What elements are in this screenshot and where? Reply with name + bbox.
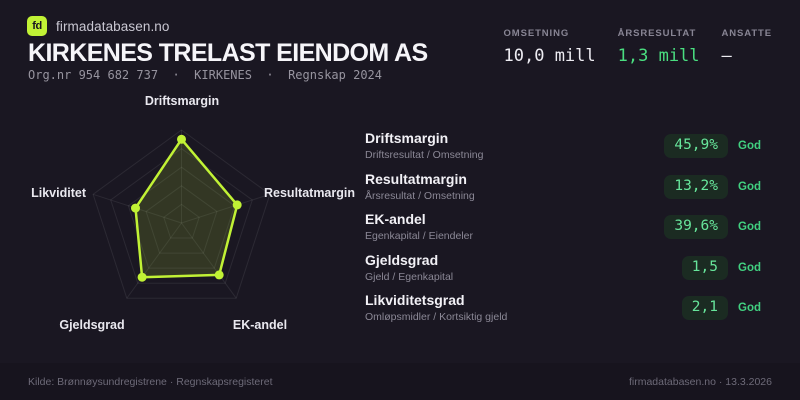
radar-data-point	[214, 270, 224, 280]
metrics-panel: Driftsmargin Driftsresultat / Omsetning …	[365, 126, 772, 329]
logo-text: fd	[32, 20, 42, 32]
metric-rating: God	[738, 302, 761, 315]
stat-label: ANSATTE	[721, 28, 772, 39]
metric-row-ek-andel: EK-andel Egenkapital / Eiendeler 39,6% G…	[365, 207, 772, 248]
radar-axis-spoke	[181, 222, 237, 299]
metric-formula: Egenkapital / Eiendeler	[365, 230, 473, 243]
metric-value-pill: 13,2%	[664, 174, 728, 199]
metric-valuation: 13,2% God	[664, 174, 772, 199]
brand-name: firmadatabasen.no	[56, 18, 170, 34]
stat-value: 10,0 mill	[503, 46, 596, 66]
key-stats: OMSETNING 10,0 mill ÅRSRESULTAT 1,3 mill…	[504, 28, 772, 66]
metric-formula: Årsresultat / Omsetning	[365, 189, 475, 202]
footer: Kilde: Brønnøysundregistrene · Regnskaps…	[0, 363, 800, 400]
metric-text: Likviditetsgrad Omløpsmidler / Kortsikti…	[365, 292, 508, 324]
company-title: KIRKENES TRELAST EIENDOM AS	[28, 39, 428, 67]
stat-value: 1,3 mill	[617, 46, 700, 66]
metric-rating: God	[738, 221, 761, 234]
radar-label-resultatmargin: Resultatmargin	[264, 186, 355, 200]
metric-name: Resultatmargin	[365, 170, 467, 187]
metric-rating: God	[738, 261, 761, 274]
metric-name: Driftsmargin	[365, 130, 449, 147]
firmadatabasen-logo-icon: fd	[27, 16, 47, 36]
radar-data-point	[232, 200, 242, 210]
metric-text: EK-andel Egenkapital / Eiendeler	[365, 211, 473, 243]
metric-row-gjeldsgrad: Gjeldsgrad Gjeld / Egenkapital 1,5 God	[365, 248, 772, 289]
metric-text: Resultatmargin Årsresultat / Omsetning	[365, 170, 475, 202]
radar-data-point	[177, 134, 186, 144]
metric-formula: Driftsresultat / Omsetning	[365, 149, 484, 162]
metric-value-pill: 2,1	[681, 296, 728, 321]
metric-text: Gjeldsgrad Gjeld / Egenkapital	[365, 251, 454, 283]
metric-name: Likviditetsgrad	[365, 292, 465, 309]
metric-valuation: 1,5 God	[681, 255, 772, 280]
radar-label-gjeldsgrad: Gjeldsgrad	[59, 318, 125, 332]
radar-grid-ring	[163, 203, 200, 239]
stat-omsetning: OMSETNING 10,0 mill	[504, 28, 596, 66]
brand-row: fd firmadatabasen.no	[27, 16, 170, 36]
metric-row-resultatmargin: Resultatmargin Årsresultat / Omsetning 1…	[365, 167, 772, 208]
metric-rating: God	[738, 140, 761, 153]
metric-row-likviditetsgrad: Likviditetsgrad Omløpsmidler / Kortsikti…	[365, 288, 772, 329]
company-meta: Org.nr 954 682 737 · KIRKENES · Regnskap…	[28, 68, 383, 82]
metric-value-pill: 45,9%	[664, 134, 728, 159]
metric-text: Driftsmargin Driftsresultat / Omsetning	[365, 130, 484, 162]
metric-name: EK-andel	[365, 211, 426, 228]
radar-chart	[92, 129, 271, 299]
stat-arsresultat: ÅRSRESULTAT 1,3 mill	[618, 28, 700, 66]
radar-label-ek-andel: EK-andel	[232, 318, 288, 332]
metric-valuation: 2,1 God	[681, 296, 772, 321]
stat-label: ÅRSRESULTAT	[617, 28, 697, 39]
metric-row-driftsmargin: Driftsmargin Driftsresultat / Omsetning …	[365, 126, 772, 167]
radar-grid-ring	[145, 185, 218, 254]
metric-formula: Gjeld / Egenkapital	[365, 270, 454, 283]
metric-rating: God	[738, 180, 761, 193]
metric-valuation: 39,6% God	[664, 215, 772, 240]
radar-grid-ring	[92, 129, 271, 299]
stat-ansatte: ANSATTE –	[722, 28, 772, 66]
stat-label: OMSETNING	[503, 28, 570, 39]
radar-grid-ring	[110, 147, 253, 284]
metric-value-pill: 39,6%	[664, 215, 728, 240]
footer-source: Kilde: Brønnøysundregistrene · Regnskaps…	[28, 375, 273, 388]
radar-label-driftsmargin: Driftsmargin	[144, 94, 220, 108]
radar-data-point	[137, 272, 147, 282]
stat-value: –	[721, 46, 732, 66]
radar-label-likviditet: Likviditet	[31, 186, 86, 200]
radar-data-polygon	[134, 138, 239, 279]
metric-name: Gjeldsgrad	[365, 251, 439, 268]
footer-site-date: firmadatabasen.no · 13.3.2026	[628, 375, 772, 388]
metric-valuation: 45,9% God	[664, 134, 772, 159]
radar-grid-ring	[127, 166, 236, 269]
radar-axis-spoke	[126, 222, 182, 299]
radar-axis-spoke	[181, 193, 271, 224]
metric-formula: Omløpsmidler / Kortsiktig gjeld	[365, 311, 508, 324]
metric-value-pill: 1,5	[681, 255, 728, 280]
radar-data-point	[131, 203, 140, 213]
